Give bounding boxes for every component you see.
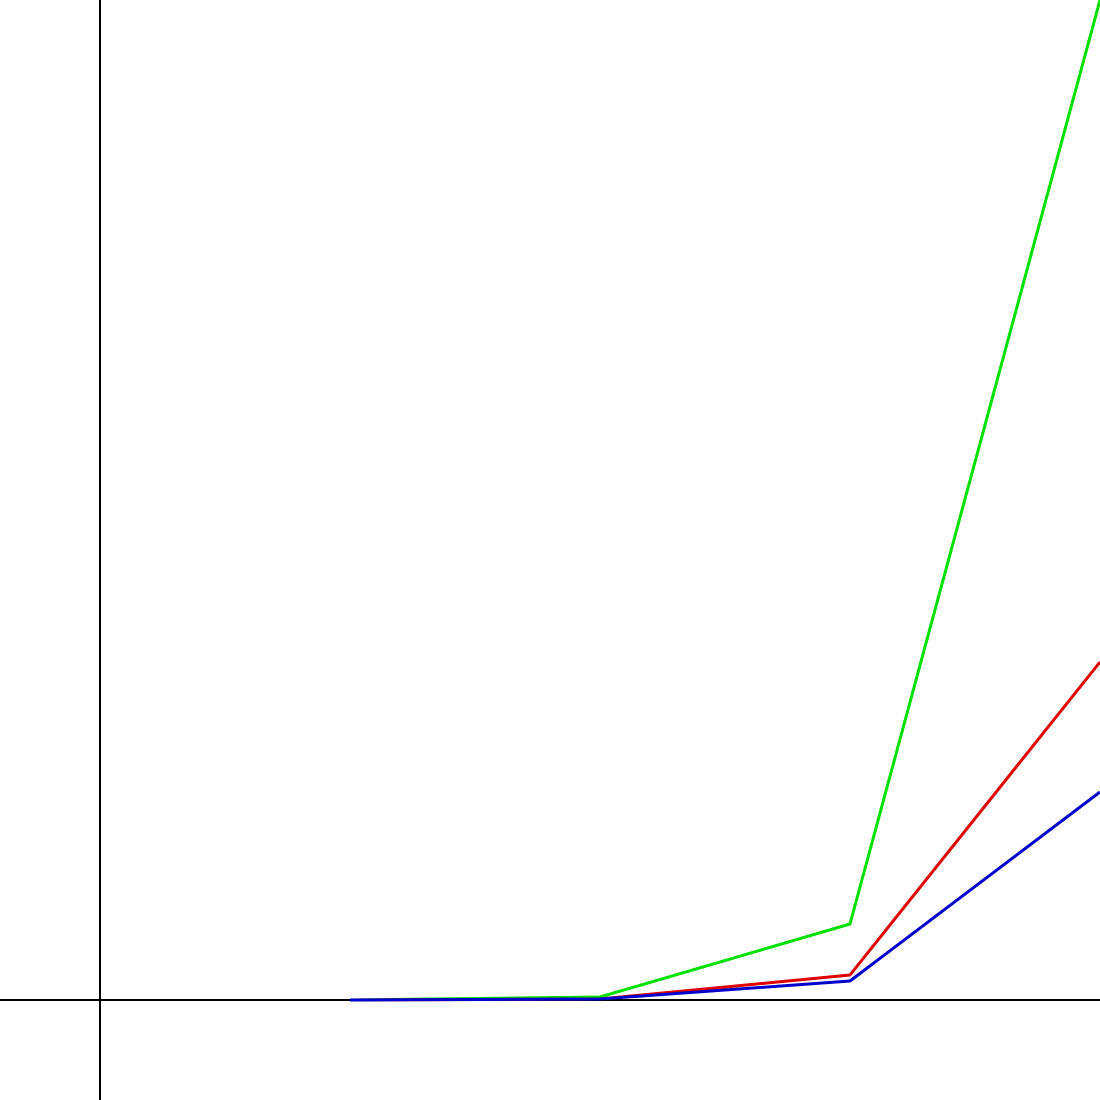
series-line-1: [349, 0, 1100, 1002]
series-line-3: [349, 790, 1100, 1002]
series-lines: [349, 0, 1100, 1002]
series-line-2: [349, 661, 1100, 1002]
